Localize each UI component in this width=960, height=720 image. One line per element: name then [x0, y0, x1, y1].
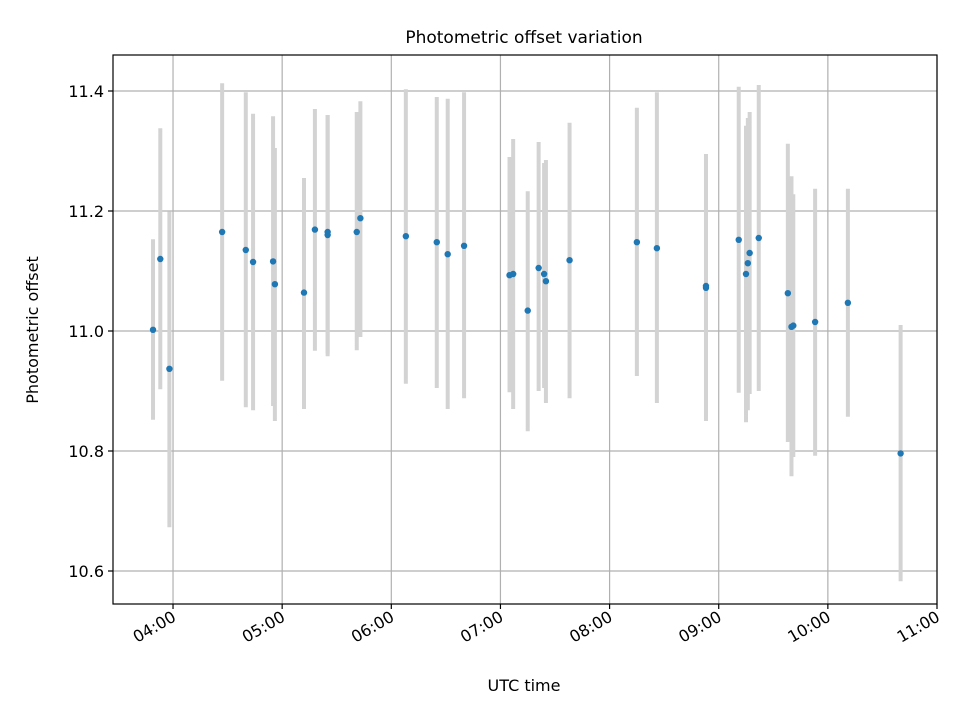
y-tick-label: 11.2 [68, 202, 104, 221]
data-point [311, 226, 319, 233]
data-points [149, 215, 904, 457]
data-point [218, 228, 226, 236]
data-point [402, 233, 410, 240]
y-axis-label: Photometric offset [23, 256, 42, 404]
data-point [540, 270, 548, 278]
data-point [166, 365, 173, 372]
y-tick-label: 11.4 [68, 82, 104, 101]
data-point [324, 228, 331, 236]
data-point [566, 257, 573, 264]
data-point [735, 236, 742, 243]
y-tick-label: 11.0 [68, 322, 104, 341]
x-axis-label: UTC time [488, 676, 561, 695]
data-point [460, 242, 468, 249]
data-point [790, 322, 797, 329]
data-point [784, 290, 792, 297]
data-point [811, 318, 819, 326]
data-point [271, 281, 279, 288]
data-point [357, 215, 364, 222]
data-point [300, 289, 308, 296]
y-tick-label: 10.8 [68, 442, 104, 461]
data-point [509, 270, 517, 278]
plot-frame [112, 54, 938, 605]
data-point [269, 258, 277, 265]
y-tick-label: 10.6 [68, 562, 104, 581]
data-point [444, 251, 451, 258]
data-point [744, 260, 752, 267]
data-point [353, 228, 360, 236]
data-point [149, 326, 157, 333]
data-point [746, 249, 753, 257]
data-point [653, 245, 661, 252]
data-point [844, 299, 852, 306]
data-point [524, 307, 531, 314]
data-point [535, 264, 542, 272]
data-point [542, 278, 550, 285]
data-point [702, 282, 710, 290]
data-point [897, 450, 904, 457]
data-point [242, 246, 249, 254]
data-point [742, 270, 750, 278]
data-point [755, 234, 762, 242]
data-point [157, 255, 164, 263]
data-point [249, 258, 257, 266]
chart-title: Photometric offset variation [405, 28, 642, 48]
data-point [433, 239, 440, 246]
y-axis-ticks: 10.6 10.8 11.0 11.2 11.4 [68, 82, 113, 581]
data-point [633, 239, 641, 246]
